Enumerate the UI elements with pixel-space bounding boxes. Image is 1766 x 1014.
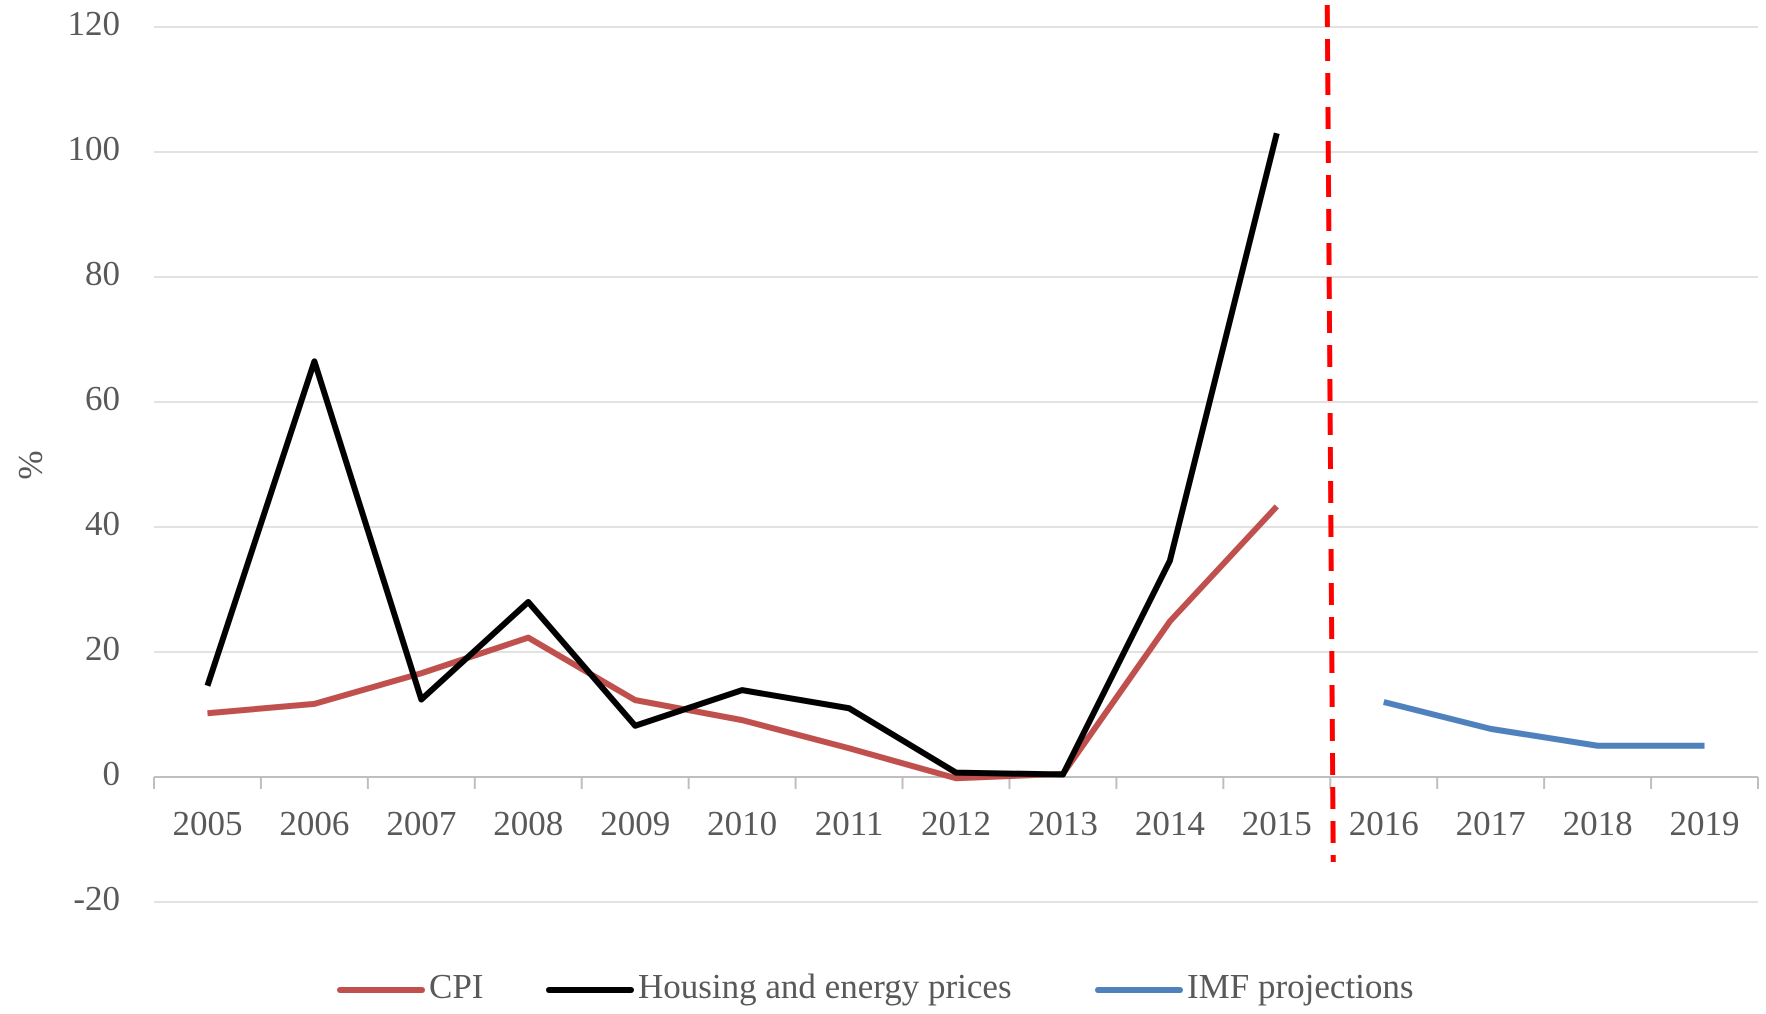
x-tick-label: 2008 (493, 804, 563, 843)
y-tick-label: 80 (85, 254, 120, 293)
legend-label: IMF projections (1187, 967, 1414, 1006)
y-tick-label: 0 (103, 754, 121, 793)
y-tick-label: 60 (85, 379, 120, 418)
x-tick-label: 2005 (172, 804, 242, 843)
x-tick-label: 2014 (1135, 804, 1205, 843)
x-tick-label: 2010 (707, 804, 777, 843)
x-tick-label: 2007 (386, 804, 456, 843)
x-tick-label: 2018 (1563, 804, 1633, 843)
series-line (207, 504, 1279, 782)
forecast-divider (1324, 4, 1336, 863)
y-tick-label: 40 (85, 504, 120, 543)
x-tick-label: 2012 (921, 804, 991, 843)
x-tick-label: 2006 (279, 804, 349, 843)
legend-label: Housing and energy prices (638, 967, 1012, 1006)
y-tick-label: 20 (85, 629, 120, 668)
x-tick-label: 2011 (815, 804, 884, 843)
x-tick-label: 2009 (600, 804, 670, 843)
y-tick-label: 100 (68, 129, 121, 168)
series-line (1382, 699, 1705, 749)
x-tick-label: 2013 (1028, 804, 1098, 843)
series-line (204, 132, 1280, 778)
x-tick-label: 2017 (1456, 804, 1526, 843)
x-tick-label: 2019 (1670, 804, 1740, 843)
y-tick-label: 120 (68, 4, 121, 43)
x-tick-label: 2016 (1349, 804, 1419, 843)
y-axis-label: % (11, 450, 50, 479)
x-tick-label: 2015 (1242, 804, 1312, 843)
legend-label: CPI (429, 967, 483, 1006)
y-tick-label: -20 (73, 879, 120, 918)
